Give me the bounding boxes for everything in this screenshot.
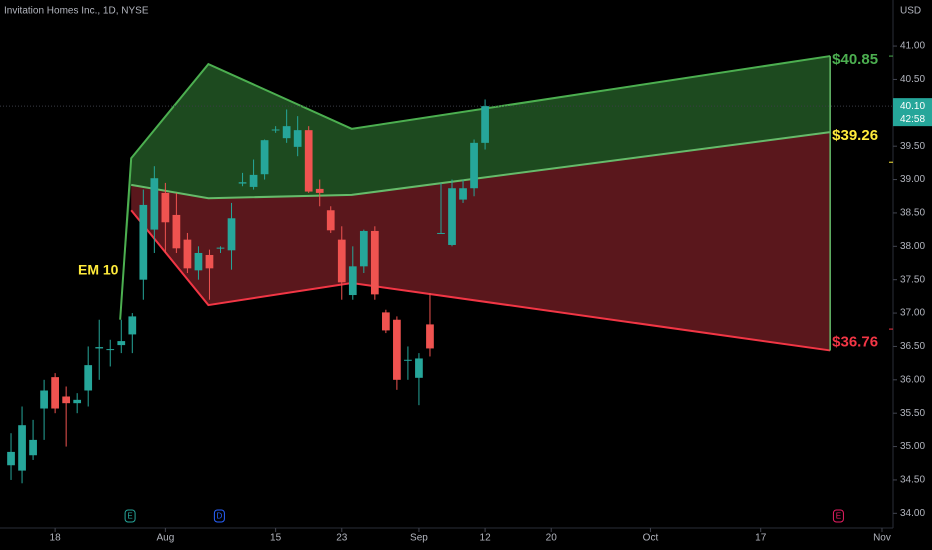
y-tick-label: 34.00 — [900, 508, 925, 519]
candle-body — [227, 218, 236, 251]
candle-body — [448, 188, 456, 245]
chart-title: Invitation Homes Inc., 1D, NYSE — [4, 6, 149, 17]
candle-body — [404, 359, 412, 361]
y-tick-label: 34.50 — [900, 475, 925, 486]
candle-body — [238, 182, 247, 184]
x-tick-label: 23 — [336, 533, 348, 544]
end-label: $39.26 — [832, 127, 878, 144]
event-label: E — [127, 512, 132, 521]
x-tick-label: Sep — [410, 533, 428, 544]
candle-body — [117, 341, 126, 346]
candle-body — [73, 399, 82, 404]
candle-body — [172, 214, 181, 249]
y-tick-label: 39.50 — [900, 141, 925, 152]
candle-body — [370, 230, 379, 295]
candle-body — [337, 239, 346, 283]
x-tick-label: 12 — [480, 533, 492, 544]
event-label: D — [217, 512, 223, 521]
x-tick-label: 18 — [50, 533, 62, 544]
event-marker — [124, 509, 136, 523]
y-tick-label: 39.00 — [900, 174, 925, 185]
y-tick-label: 36.00 — [900, 374, 925, 385]
lower-band-area — [131, 132, 831, 351]
candle-body — [249, 174, 258, 187]
last-price-label: 40.10 — [900, 101, 925, 112]
y-tick-label: 37.00 — [900, 308, 925, 319]
currency: USD — [900, 6, 921, 17]
candle-body — [359, 230, 368, 267]
candle-body — [293, 130, 302, 147]
event-marker — [213, 509, 225, 523]
countdown-label: 42:58 — [900, 114, 925, 125]
candle-body — [415, 358, 423, 378]
candle-body — [84, 365, 93, 391]
y-tick-label: 40.50 — [900, 74, 925, 85]
em-label: EM 10 — [78, 262, 119, 278]
candle-body — [426, 324, 434, 349]
candle-body — [205, 254, 214, 269]
end-label: $36.76 — [832, 333, 878, 350]
lower-band-line — [130, 209, 831, 352]
candle-body — [470, 142, 478, 189]
candle-body — [393, 319, 401, 380]
candle-body — [481, 106, 489, 143]
y-tick-label: 41.00 — [900, 41, 925, 52]
candle-body — [51, 377, 59, 409]
candle-body — [139, 204, 148, 280]
candle-body — [271, 129, 280, 131]
y-tick-label: 37.50 — [900, 274, 925, 285]
x-tick-label: 20 — [546, 533, 558, 544]
candle-body — [282, 126, 291, 139]
candle-body — [106, 349, 115, 351]
candle-body — [7, 451, 15, 466]
candle-body — [150, 178, 159, 230]
candle-body — [40, 390, 48, 409]
middle-band-line — [131, 131, 831, 200]
candle-body — [183, 239, 192, 269]
candle-body — [18, 425, 26, 471]
candle-body — [128, 316, 137, 335]
candle-body — [437, 232, 445, 234]
candle-body — [304, 130, 313, 192]
last-price-tag — [893, 98, 932, 127]
end-label: $40.85 — [832, 51, 878, 68]
candle-body — [29, 439, 37, 456]
event-marker — [832, 509, 844, 523]
x-tick-label: 17 — [755, 533, 767, 544]
y-tick-label: 36.50 — [900, 341, 925, 352]
candle-body — [194, 252, 203, 271]
y-tick-label: 35.50 — [900, 408, 925, 419]
y-tick-label: 35.00 — [900, 441, 925, 452]
candle-body — [95, 347, 104, 349]
candle-body — [216, 247, 225, 249]
x-tick-label: 15 — [270, 533, 282, 544]
x-tick-label: Aug — [156, 533, 174, 544]
candle-body — [348, 266, 357, 296]
candle-body — [315, 188, 324, 193]
candle-body — [260, 140, 269, 175]
upper-band-line — [119, 55, 831, 320]
y-tick-label: 38.00 — [900, 241, 925, 252]
x-tick-label: Oct — [643, 533, 659, 544]
event-label: E — [836, 512, 841, 521]
candle-body — [382, 312, 390, 331]
candle-body — [326, 210, 335, 231]
candle-body — [62, 396, 71, 404]
y-tick-label: 38.50 — [900, 208, 925, 219]
x-tick-label: Nov — [873, 533, 891, 544]
candle-body — [161, 192, 170, 223]
candle-body — [459, 188, 467, 200]
